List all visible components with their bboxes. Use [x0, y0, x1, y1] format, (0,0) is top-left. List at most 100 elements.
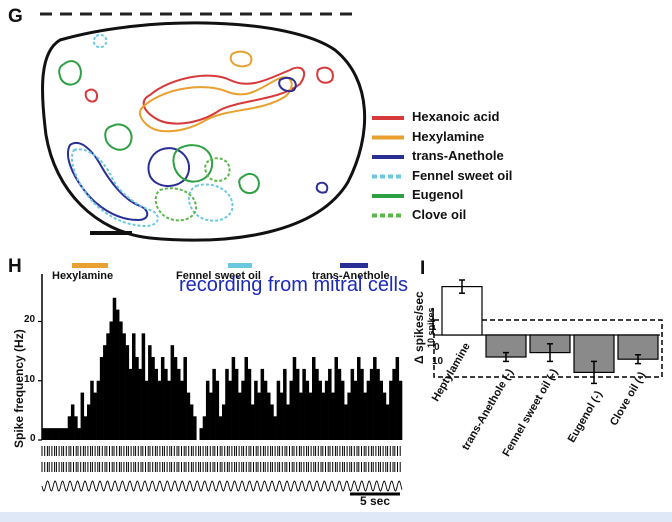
- histogram-bar: [334, 357, 339, 440]
- histogram-bar: [42, 428, 46, 440]
- histogram-bar: [122, 333, 126, 440]
- h-y-tick-label: 10: [24, 373, 36, 385]
- histogram-bar: [193, 416, 197, 440]
- histogram-bar: [373, 357, 377, 440]
- histogram-bar: [312, 357, 316, 440]
- histogram-bar: [389, 380, 393, 440]
- histogram-bar: [360, 368, 364, 440]
- histogram-bar: [177, 368, 181, 440]
- contour-eugenol: [172, 144, 214, 183]
- i-tick-ten: 10: [432, 356, 444, 367]
- histogram-bar: [395, 357, 400, 440]
- histogram-bar: [157, 380, 162, 440]
- histogram-bar: [148, 345, 152, 440]
- histogram-bar: [350, 368, 355, 440]
- stimulus-bar: [340, 263, 368, 268]
- histogram-bar: [318, 380, 322, 440]
- histogram-bar: [337, 368, 342, 440]
- histogram-bar: [67, 416, 72, 440]
- histogram-bar: [83, 416, 88, 440]
- contour-fennel: [92, 34, 108, 49]
- contour-eugenol: [238, 172, 260, 194]
- legend-label: Clove oil: [412, 206, 467, 222]
- histogram-bar: [173, 357, 178, 440]
- histogram-bar: [263, 380, 268, 440]
- histogram-bar: [228, 380, 232, 440]
- histogram-bar: [234, 368, 239, 440]
- histogram-bar: [324, 380, 329, 440]
- i-bar: [441, 285, 483, 336]
- histogram-bar: [231, 357, 236, 440]
- legend-label: Hexanoic acid: [412, 109, 500, 124]
- histogram-bar: [48, 428, 52, 440]
- histogram-bar: [344, 404, 348, 440]
- bottom-bar: [0, 512, 672, 522]
- histogram-bar: [144, 380, 149, 440]
- histogram-bar: [315, 368, 319, 440]
- histogram-bar: [363, 392, 367, 440]
- histogram-bar: [369, 368, 374, 440]
- histogram-bar: [357, 357, 361, 440]
- histogram-bar: [299, 392, 303, 440]
- panel-letter-h: H: [8, 256, 22, 277]
- contour-clove: [154, 187, 198, 222]
- histogram-bar: [141, 333, 146, 440]
- histogram-bar: [398, 380, 403, 440]
- histogram-bar: [167, 380, 171, 440]
- histogram-bar: [292, 357, 297, 440]
- histogram-bar: [254, 380, 258, 440]
- histogram-bar: [353, 380, 358, 440]
- histogram-bar: [328, 368, 332, 440]
- histogram-bar: [308, 392, 313, 440]
- contour-anethole: [147, 147, 191, 187]
- contour-hexanoic: [84, 88, 98, 103]
- histogram-bar: [225, 368, 229, 440]
- spike-frequency-histogram: [38, 263, 403, 496]
- histogram-bar: [270, 404, 274, 440]
- contour-hexanoic: [142, 66, 306, 125]
- contour-clove: [204, 157, 231, 182]
- contour-anethole: [315, 181, 329, 194]
- histogram-bar: [128, 368, 133, 440]
- panel-letter-i: I: [420, 258, 426, 279]
- histogram-bar: [279, 392, 284, 440]
- histogram-bar: [70, 404, 75, 440]
- histogram-bar: [119, 321, 123, 440]
- histogram-bar: [51, 428, 56, 440]
- histogram-bar: [112, 297, 117, 440]
- histogram-bar: [109, 321, 114, 440]
- histogram-bar: [183, 357, 187, 440]
- legend-label: Fennel sweet oil: [412, 167, 513, 183]
- delta-spikes-bar-chart: [432, 279, 663, 385]
- histogram-bar: [305, 380, 310, 440]
- histogram-bar: [58, 428, 62, 440]
- histogram-bar: [382, 392, 387, 440]
- histogram-bar: [244, 357, 249, 440]
- histogram-bar: [189, 404, 194, 440]
- histogram-bar: [138, 368, 142, 440]
- histogram-bar: [238, 392, 242, 440]
- stimulus-bar: [72, 263, 108, 268]
- bulb-outline: [41, 21, 367, 242]
- histogram-bar: [209, 392, 213, 440]
- histogram-bar: [295, 368, 300, 440]
- stimulus-bar: [228, 263, 252, 268]
- histogram-bar: [80, 392, 85, 440]
- stimulus-label: Fennel sweet oil: [176, 270, 261, 282]
- contour-hexylamine: [229, 50, 253, 68]
- histogram-bar: [366, 380, 371, 440]
- h-scale-bar-label: 5 sec: [360, 494, 391, 508]
- histogram-bar: [321, 392, 326, 440]
- histogram-bar: [250, 404, 255, 440]
- respiration-trace: [41, 480, 403, 492]
- histogram-bar: [267, 392, 271, 440]
- histogram-bar: [186, 392, 191, 440]
- h-y-tick-label: 0: [30, 433, 36, 444]
- contour-anethole: [66, 142, 149, 222]
- histogram-bar: [135, 357, 139, 440]
- histogram-bar: [160, 357, 165, 440]
- histogram-bar: [96, 380, 101, 440]
- histogram-bar: [151, 357, 155, 440]
- histogram-bar: [212, 368, 216, 440]
- contour-eugenol: [58, 60, 82, 86]
